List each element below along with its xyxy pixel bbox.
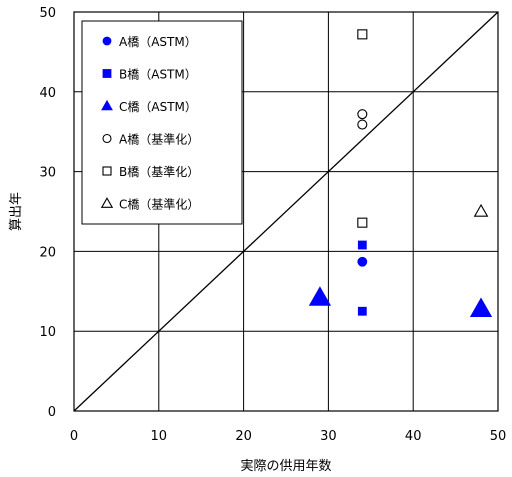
data-points: [308, 29, 493, 317]
legend-marker: [102, 36, 112, 46]
data-point: [357, 119, 368, 130]
legend-box: [81, 20, 243, 225]
x-tick-label: 20: [235, 429, 252, 444]
legend-label: C橋（基準化）: [119, 197, 199, 212]
x-tick-label: 50: [490, 429, 507, 444]
y-axis-label: 算出年: [9, 192, 24, 231]
data-point: [357, 109, 368, 120]
x-tick-label: 10: [151, 429, 168, 444]
data-point: [469, 297, 493, 317]
legend: A橋（ASTM） B橋（ASTM） C橋（ASTM） A橋（基準化） B橋（基準化） C橋…: [81, 20, 243, 225]
y-tick-label: 0: [48, 405, 56, 420]
x-axis-ticks: 0 10 20 30 40 50: [70, 429, 506, 444]
legend-marker: [102, 166, 112, 176]
y-tick-label: 20: [39, 245, 56, 260]
legend-marker: [102, 133, 112, 144]
diagonal-reference-line: [73, 11, 499, 412]
data-point: [357, 29, 368, 40]
y-axis-ticks: 0 10 20 30 40 50: [39, 6, 56, 420]
reference-line: [73, 11, 499, 412]
legend-label: C橋（ASTM）: [119, 100, 197, 114]
legend-label: A橋（基準化）: [119, 132, 199, 147]
x-axis-label: 実際の供用年数: [240, 458, 331, 474]
x-tick-label: 30: [320, 429, 337, 444]
data-point: [357, 217, 368, 228]
legend-marker: [102, 69, 112, 78]
legend-label: B橋（基準化）: [119, 164, 199, 179]
plot-frame: [73, 11, 499, 412]
data-point: [357, 306, 367, 316]
legend-marker: [100, 197, 114, 208]
data-point: [357, 240, 367, 250]
x-tick-label: 0: [70, 429, 78, 444]
legend-marker: [101, 99, 113, 111]
y-tick-label: 30: [39, 166, 56, 181]
legend-label: A橋（ASTM）: [119, 35, 197, 49]
legend-label: B橋（ASTM）: [119, 68, 197, 82]
y-tick-label: 10: [39, 325, 56, 340]
x-tick-label: 40: [405, 429, 422, 444]
data-point: [473, 203, 489, 217]
y-tick-label: 40: [39, 86, 56, 101]
data-point: [308, 286, 332, 306]
y-tick-label: 50: [39, 6, 56, 21]
data-point: [357, 256, 368, 267]
